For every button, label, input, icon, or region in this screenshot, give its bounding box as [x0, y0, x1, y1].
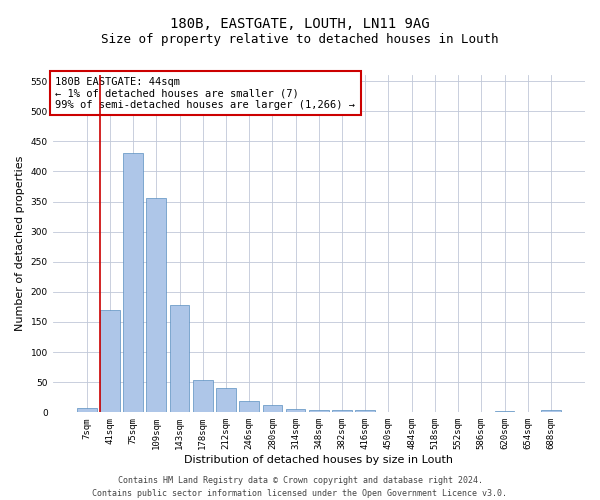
Bar	[286, 408, 305, 412]
Text: Size of property relative to detached houses in Louth: Size of property relative to detached ho…	[101, 32, 499, 46]
Bar	[77, 408, 97, 412]
X-axis label: Distribution of detached houses by size in Louth: Distribution of detached houses by size …	[184, 455, 454, 465]
Bar	[100, 310, 120, 412]
Bar	[216, 388, 236, 412]
Bar	[309, 410, 329, 412]
Bar	[355, 410, 375, 412]
Y-axis label: Number of detached properties: Number of detached properties	[15, 156, 25, 332]
Bar	[263, 405, 282, 412]
Bar	[123, 154, 143, 412]
Text: 180B EASTGATE: 44sqm
← 1% of detached houses are smaller (7)
99% of semi-detache: 180B EASTGATE: 44sqm ← 1% of detached ho…	[55, 76, 355, 110]
Bar	[541, 410, 561, 412]
Text: Contains HM Land Registry data © Crown copyright and database right 2024.
Contai: Contains HM Land Registry data © Crown c…	[92, 476, 508, 498]
Bar	[332, 410, 352, 412]
Bar	[494, 410, 514, 412]
Bar	[170, 305, 190, 412]
Text: 180B, EASTGATE, LOUTH, LN11 9AG: 180B, EASTGATE, LOUTH, LN11 9AG	[170, 18, 430, 32]
Bar	[193, 380, 212, 412]
Bar	[239, 401, 259, 412]
Bar	[146, 198, 166, 412]
